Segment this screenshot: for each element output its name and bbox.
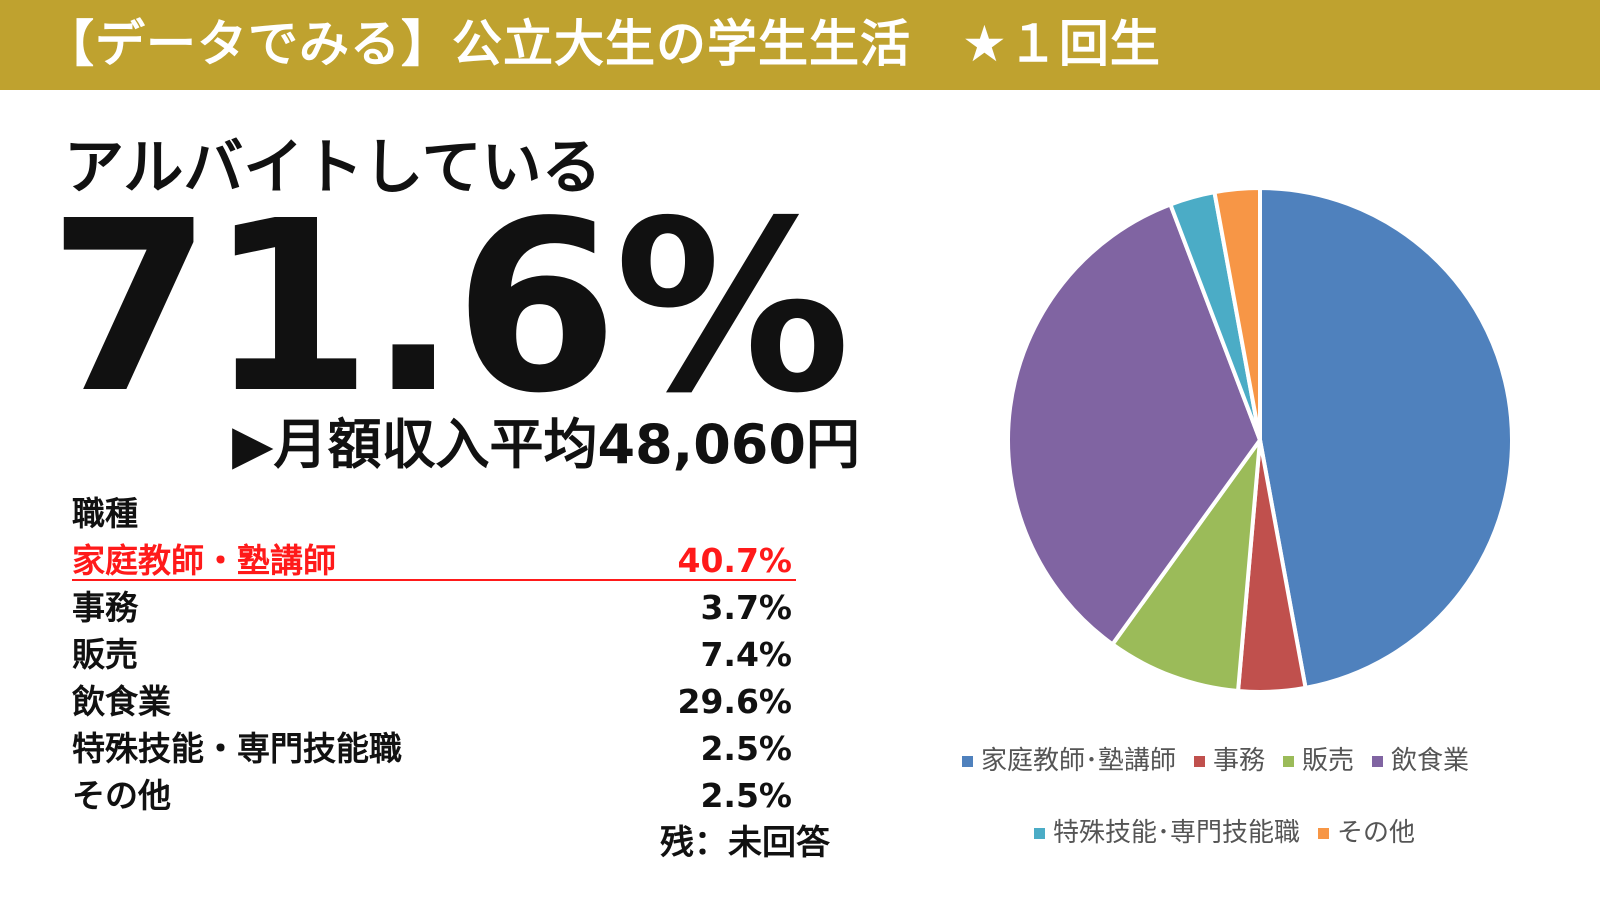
row-value: 2.5% (700, 776, 792, 815)
table-heading: 職種 (72, 494, 138, 533)
row-label: 事務 (72, 588, 138, 627)
pie-slice-4 (1006, 202, 1262, 647)
legend-row: 家庭教師･塾講師 事務 販売 飲食業 (962, 740, 1487, 777)
pie-chart (1006, 186, 1514, 694)
pie-slice-3 (1110, 438, 1262, 694)
row-value: 3.7% (700, 588, 792, 627)
job-type-table: 職種 家庭教師・塾講師 40.7% 事務 3.7% 販売 7.4% 飲食業 29… (72, 492, 862, 820)
row-label: 家庭教師・塾講師 (72, 541, 336, 580)
legend-item: 販売 (1283, 740, 1354, 777)
legend-swatch (1318, 828, 1330, 839)
legend-label: 特殊技能･専門技能職 (1053, 818, 1301, 848)
row-label: 特殊技能・専門技能職 (72, 729, 402, 768)
legend-label: 販売 (1302, 746, 1355, 776)
headline-subtitle: アルバイトしている (64, 133, 602, 203)
table-footnote: 残：未回答 (660, 823, 830, 863)
legend-item: 特殊技能･専門技能職 (1034, 812, 1300, 849)
table-row: 家庭教師・塾講師 40.7% (72, 538, 862, 585)
page-title: 【データでみる】公立大生の学生生活 ★１回生 (44, 15, 1161, 73)
pie-slice-6 (1212, 186, 1262, 442)
legend-swatch (1283, 756, 1295, 767)
row-value: 2.5% (700, 729, 792, 768)
table-row: 飲食業 29.6% (72, 679, 862, 726)
table-row: 販売 7.4% (72, 632, 862, 679)
legend-row: 特殊技能･専門技能職 その他 (1034, 812, 1433, 849)
row-value: 29.6% (677, 682, 793, 721)
legend-label: 事務 (1213, 746, 1266, 776)
legend-label: 家庭教師･塾講師 (981, 746, 1177, 776)
table-row: その他 2.5% (72, 773, 862, 820)
legend-swatch (1372, 756, 1384, 767)
legend-swatch (1194, 756, 1206, 767)
table-row: 事務 3.7% (72, 585, 862, 632)
row-label: 飲食業 (72, 682, 171, 721)
legend-swatch (1034, 828, 1045, 839)
legend-item: 事務 (1194, 740, 1265, 777)
table-row: 特殊技能・専門技能職 2.5% (72, 726, 862, 773)
headline-percent: 71.6% (48, 170, 851, 445)
average-income: ▶月額収入平均48,060円 (232, 413, 860, 476)
legend-label: その他 (1337, 818, 1416, 848)
pie-slice-1 (1258, 186, 1514, 690)
row-value: 7.4% (700, 635, 792, 674)
legend-item: 飲食業 (1372, 740, 1469, 777)
row-label: 販売 (72, 635, 138, 674)
legend-item: 家庭教師･塾講師 (962, 740, 1176, 777)
legend-item: その他 (1318, 812, 1415, 849)
row-value: 40.7% (677, 541, 793, 580)
row-label: その他 (72, 776, 171, 815)
header-bar: 【データでみる】公立大生の学生生活 ★１回生 (0, 0, 1600, 90)
legend-label: 飲食業 (1391, 746, 1470, 776)
legend-swatch (962, 756, 973, 767)
